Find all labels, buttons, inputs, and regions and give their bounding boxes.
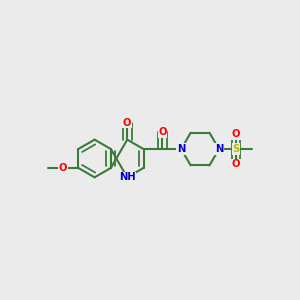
Text: N: N [177, 144, 185, 154]
Text: O: O [158, 127, 166, 137]
Text: O: O [123, 118, 131, 128]
Text: NH: NH [119, 172, 136, 182]
Text: O: O [59, 163, 68, 173]
Text: S: S [232, 144, 239, 154]
Text: N: N [215, 144, 223, 154]
Text: O: O [232, 129, 240, 139]
Text: O: O [232, 159, 240, 169]
